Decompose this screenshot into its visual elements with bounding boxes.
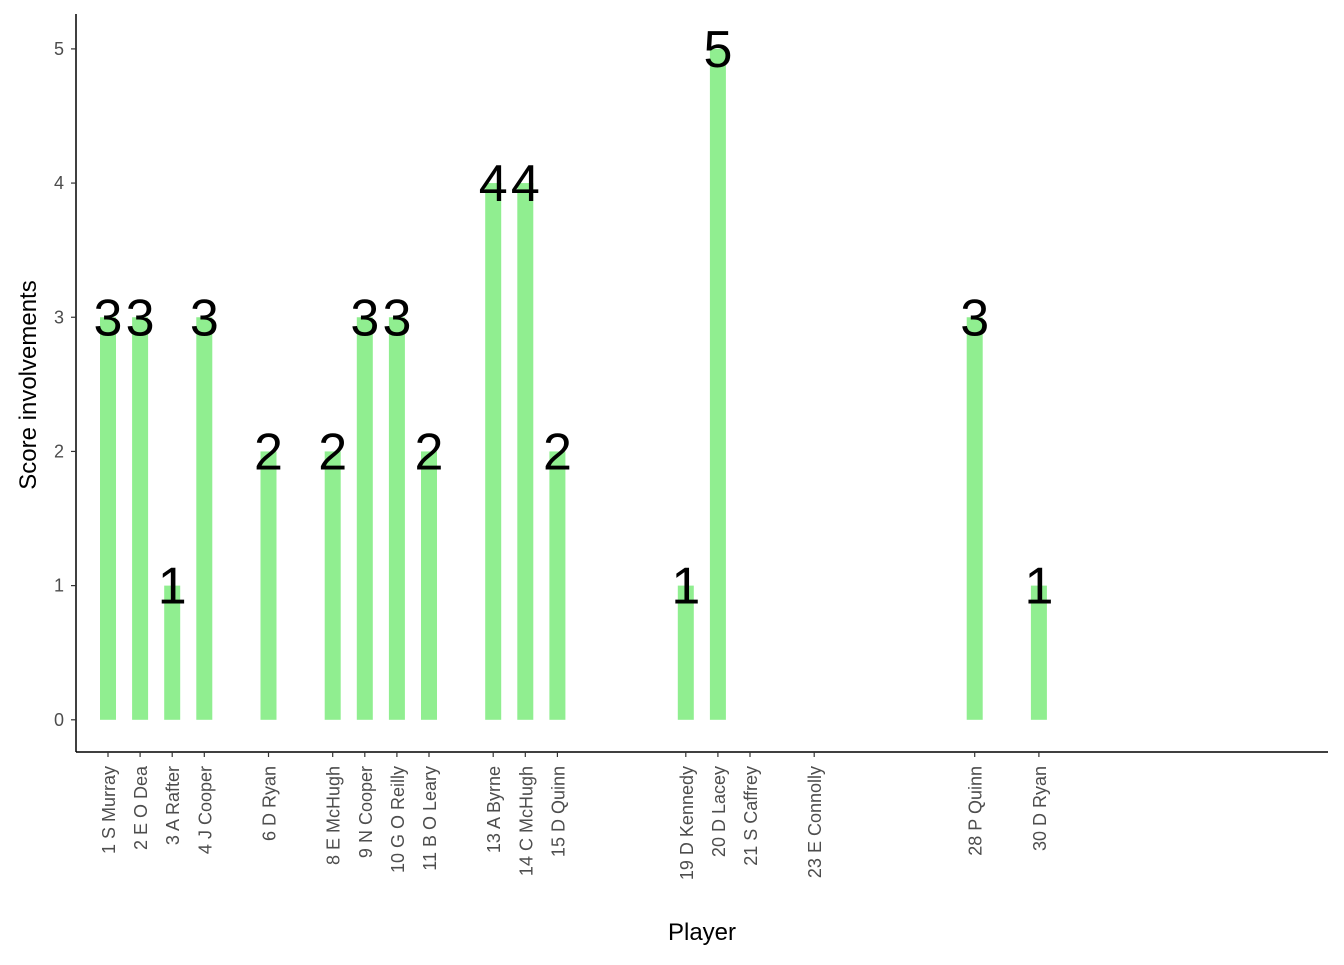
bar xyxy=(677,585,694,720)
y-tick-label: 4 xyxy=(54,173,64,193)
y-tick-label: 5 xyxy=(54,39,64,59)
data-label: 1 xyxy=(1024,558,1053,616)
y-tick-label: 3 xyxy=(54,307,64,327)
x-tick-label: 10 G O Reilly xyxy=(388,766,408,873)
x-axis-title: Player xyxy=(668,919,736,946)
x-tick-label: 3 A Rafter xyxy=(163,766,183,845)
data-label: 4 xyxy=(511,155,540,213)
bar xyxy=(196,317,213,720)
bar xyxy=(164,585,181,720)
bar xyxy=(100,317,116,720)
data-label: 3 xyxy=(190,289,219,347)
x-tick-label: 8 E McHugh xyxy=(324,766,344,865)
bar xyxy=(324,451,341,720)
y-tick-label: 2 xyxy=(54,441,64,461)
bar xyxy=(966,317,983,720)
x-tick-label: 15 D Quinn xyxy=(548,766,568,857)
data-label: 3 xyxy=(382,289,411,347)
data-label: 3 xyxy=(126,289,155,347)
data-label: 4 xyxy=(479,155,508,213)
x-tick-label: 19 D Kennedy xyxy=(677,766,697,880)
data-label: 3 xyxy=(94,289,123,347)
bar xyxy=(709,48,726,720)
data-label: 1 xyxy=(158,558,187,616)
data-label: 3 xyxy=(960,289,989,347)
x-tick-label: 28 P Quinn xyxy=(966,766,986,856)
data-label: 1 xyxy=(671,558,700,616)
y-axis-title: Score involvements xyxy=(15,280,42,489)
y-tick-label: 1 xyxy=(54,576,64,596)
x-tick-label: 21 S Caffrey xyxy=(741,766,761,866)
x-tick-label: 23 E Connolly xyxy=(805,766,825,878)
bar xyxy=(132,317,149,720)
data-label: 2 xyxy=(254,423,283,481)
x-tick-label: 4 J Cooper xyxy=(195,766,215,854)
x-tick-label: 2 E O Dea xyxy=(131,765,151,850)
x-tick-label: 14 C McHugh xyxy=(516,766,536,876)
data-label: 2 xyxy=(415,423,444,481)
y-tick-label: 0 xyxy=(54,710,64,730)
bar xyxy=(260,451,277,720)
bar xyxy=(356,317,373,720)
data-label: 5 xyxy=(703,21,732,79)
x-tick-label: 6 D Ryan xyxy=(260,766,280,841)
bar xyxy=(485,183,502,720)
x-tick-label: 11 B O Leary xyxy=(420,766,440,871)
x-tick-label: 20 D Lacey xyxy=(709,766,729,857)
bar xyxy=(549,451,566,720)
bar xyxy=(388,317,405,720)
x-tick-label: 30 D Ryan xyxy=(1030,766,1050,851)
data-label: 3 xyxy=(350,289,379,347)
bar xyxy=(517,183,534,720)
bar xyxy=(421,451,437,720)
x-tick-label: 1 S Murray xyxy=(99,766,119,854)
x-tick-label: 13 A Byrne xyxy=(484,766,504,853)
data-label: 2 xyxy=(318,423,347,481)
x-tick-label: 9 N Cooper xyxy=(356,766,376,858)
bar xyxy=(1030,585,1047,720)
data-label: 2 xyxy=(543,423,572,481)
